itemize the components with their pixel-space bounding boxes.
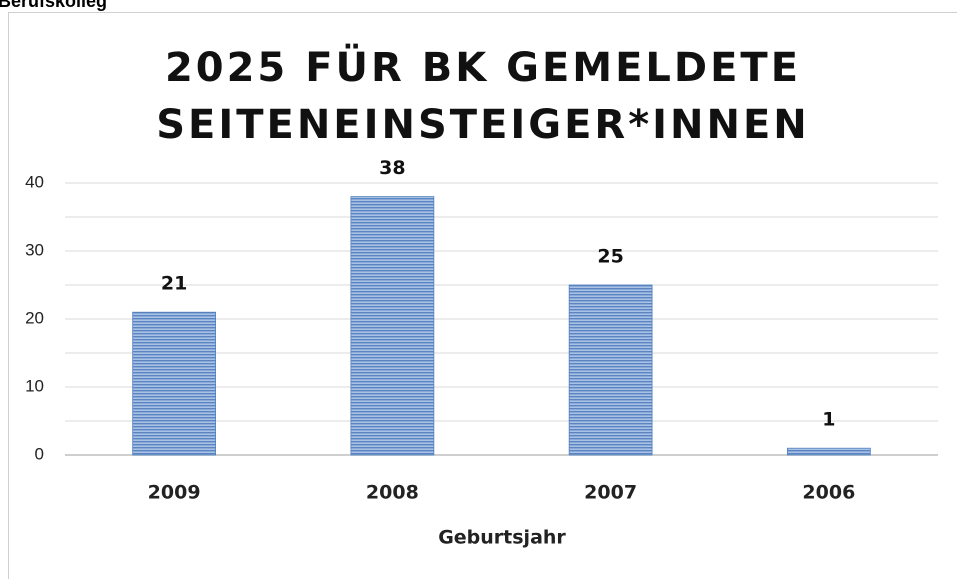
y-tick-label: 30	[25, 240, 44, 259]
y-tick-label: 10	[25, 376, 44, 395]
data-label: 38	[379, 157, 405, 179]
y-tick-label: 0	[35, 444, 44, 463]
bar	[568, 284, 653, 456]
chart-title: SEITENEINSTEIGER*INNEN	[156, 102, 810, 148]
bar	[350, 196, 435, 456]
y-tick-label: 40	[25, 172, 44, 191]
x-tick-label: 2007	[584, 482, 637, 504]
data-label: 1	[822, 409, 835, 431]
chart-title: 2025 FÜR BK GEMELDETE	[165, 43, 801, 91]
data-label: 21	[161, 273, 187, 295]
x-tick-label: 2009	[148, 482, 201, 504]
x-tick-label: 2008	[366, 482, 419, 504]
x-tick-label: 2006	[802, 482, 855, 504]
x-axis-label: Geburtsjahr	[438, 527, 566, 549]
y-tick-label: 20	[25, 308, 44, 327]
bar	[787, 447, 871, 456]
header: Berufskolleg	[0, 0, 107, 11]
bar	[132, 311, 216, 456]
chart-frame	[8, 12, 957, 579]
data-label: 25	[597, 246, 623, 268]
